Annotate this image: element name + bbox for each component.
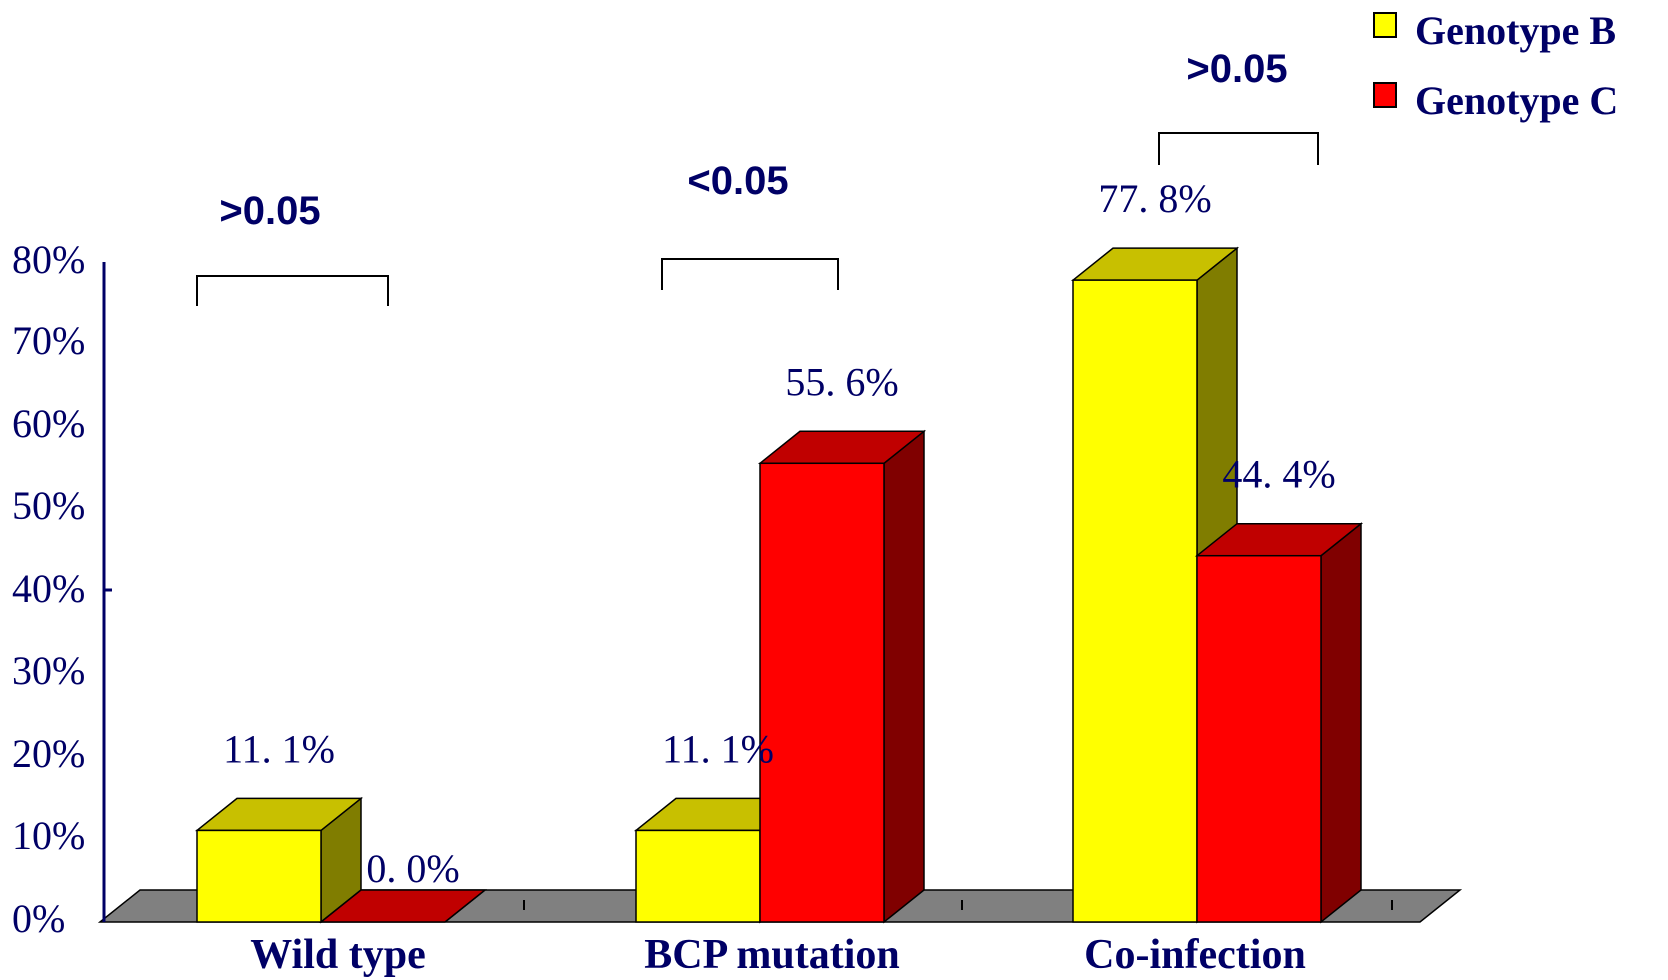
data-label-genotype-c-wild-type: 0. 0% <box>366 846 459 891</box>
y-tick-label: 10% <box>12 813 85 858</box>
legend-swatch-genotype-b <box>1373 12 1397 38</box>
data-label-genotype-b-bcp-mutation: 11. 1% <box>662 726 774 771</box>
category-label-bcp-mutation: BCP mutation <box>644 932 900 978</box>
legend-label-genotype-b: Genotype B <box>1415 8 1616 53</box>
y-tick-label: 60% <box>12 401 85 446</box>
bar-side-face <box>883 429 925 924</box>
bars <box>194 246 1364 924</box>
bar-front-face <box>1196 554 1322 923</box>
data-label-genotype-c-co-infection: 44. 4% <box>1222 452 1335 497</box>
bar-genotype-c-wild-type <box>318 889 488 923</box>
y-tick-label: 70% <box>12 318 85 363</box>
y-tick-label: 30% <box>12 648 85 693</box>
y-tick-label: 0% <box>12 896 65 941</box>
bar-front-face <box>196 829 322 923</box>
significance-bracket <box>1158 132 1319 165</box>
legend: Genotype B Genotype C <box>1373 8 1618 123</box>
bar-front-face <box>1072 279 1198 923</box>
bar-genotype-b-wild-type <box>194 796 364 924</box>
y-tick-label: 40% <box>12 566 85 611</box>
y-tick-label: 80% <box>12 237 85 282</box>
p-value-label: >0.05 <box>219 189 320 233</box>
data-label-genotype-b-wild-type: 11. 1% <box>223 726 335 771</box>
data-label-genotype-b-co-infection: 77. 8% <box>1098 176 1211 221</box>
y-tick-label: 20% <box>12 731 85 776</box>
bar-front-face <box>635 829 761 923</box>
bar-side-face <box>1320 522 1362 924</box>
y-axis: 0% 10% 20% 30% 40% 50% 60% 70% 80% <box>12 237 112 941</box>
data-label-genotype-c-bcp-mutation: 55. 6% <box>785 359 898 404</box>
significance-bracket <box>661 258 839 290</box>
category-label-wild-type: Wild type <box>250 932 425 978</box>
bar-genotype-c-bcp-mutation <box>757 429 927 924</box>
y-tick-label: 50% <box>12 483 85 528</box>
p-value-label: <0.05 <box>687 159 788 203</box>
bar-genotype-c-co-infection <box>1194 522 1364 924</box>
legend-swatch-genotype-c <box>1373 82 1397 108</box>
bar-front-face <box>759 462 885 923</box>
category-label-co-infection: Co-infection <box>1084 932 1306 978</box>
p-value-label: >0.05 <box>1186 47 1287 91</box>
significance-bracket <box>196 275 389 306</box>
labels: 11. 1% 0. 0% 11. 1% 55. 6% 77. 8% 44. 4% Wild … <box>196 47 1336 978</box>
bar-top-face <box>318 889 488 923</box>
legend-label-genotype-c: Genotype C <box>1415 78 1618 123</box>
